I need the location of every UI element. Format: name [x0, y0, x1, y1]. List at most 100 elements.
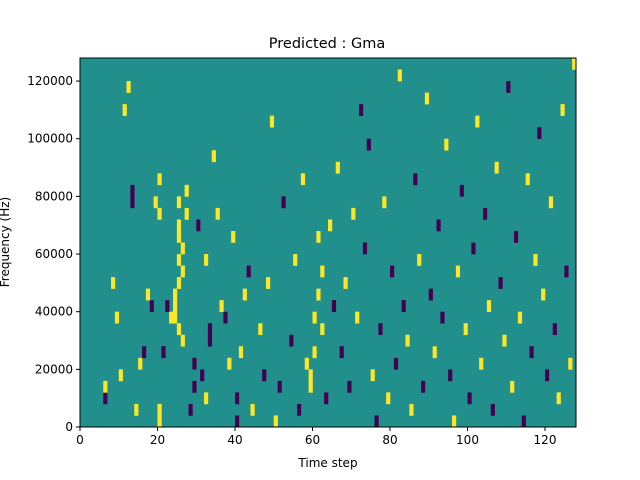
heatmap-cell [564, 265, 569, 278]
x-tick-label: 80 [382, 433, 397, 447]
heatmap-cell [235, 392, 240, 405]
heatmap-cell [401, 300, 406, 312]
heatmap-cell [413, 173, 418, 186]
heatmap-cell [312, 346, 317, 359]
heatmap-cell [335, 161, 340, 174]
heatmap-cell [308, 369, 313, 382]
heatmap-cell [463, 323, 468, 336]
heatmap-cell [320, 265, 325, 278]
x-tick-label: 120 [534, 433, 557, 447]
heatmap-cell [424, 92, 430, 105]
heatmap-cell [328, 219, 333, 232]
heatmap-cell [126, 81, 131, 93]
heatmap-cell [483, 207, 488, 220]
heatmap-cell [502, 334, 507, 347]
heatmap-cell [455, 265, 461, 278]
heatmap-cell [130, 184, 135, 197]
heatmap-cell [207, 323, 213, 336]
heatmap-cell [281, 196, 286, 209]
heatmap-cell [111, 277, 116, 289]
heatmap-cell [320, 323, 325, 336]
heatmap-cell [142, 346, 147, 359]
heatmap-cell [444, 138, 449, 151]
heatmap-cell [304, 357, 309, 370]
heatmap-cell [169, 311, 174, 324]
heatmap-cell [390, 265, 395, 278]
heatmap-cell [452, 415, 457, 428]
heatmap-cell [308, 380, 313, 393]
heatmap-cell [486, 300, 492, 312]
heatmap-cell [316, 230, 321, 243]
heatmap-cell [138, 357, 143, 370]
heatmap-cell [173, 300, 178, 312]
heatmap-cell [300, 173, 306, 186]
heatmap-cell [529, 346, 534, 359]
heatmap-cells [103, 58, 577, 428]
heatmap-cell [192, 380, 197, 393]
heatmap-cell [506, 81, 511, 93]
y-axis-title: Frequency (Hz) [0, 197, 12, 288]
heatmap-cell [180, 334, 185, 347]
y-tick-label: 60000 [35, 247, 73, 261]
heatmap-cell [192, 357, 197, 370]
heatmap-cell [176, 230, 182, 243]
chart-title: Predicted : Gma [269, 36, 385, 52]
heatmap-cell [351, 207, 356, 220]
heatmap-cell [312, 311, 317, 324]
heatmap-cell [471, 242, 476, 255]
heatmap-cell [176, 196, 182, 209]
heatmap-cell [149, 300, 154, 312]
y-tick-label: 100000 [27, 132, 73, 146]
heatmap-cell [180, 242, 185, 255]
heatmap-cell [297, 403, 302, 416]
heatmap-cell [428, 288, 433, 301]
heatmap-cell [397, 69, 402, 82]
heatmap-cell [459, 184, 464, 197]
heatmap-cell [572, 58, 577, 70]
heatmap-cell [386, 392, 391, 405]
heatmap-cell [157, 403, 162, 416]
heatmap-cell [331, 300, 337, 312]
heatmap-cell [176, 277, 182, 289]
heatmap-cell [165, 300, 170, 312]
heatmap-cell [103, 380, 108, 393]
heatmap-cell [157, 207, 162, 220]
heatmap-cell [200, 369, 205, 382]
heatmap-cell [393, 357, 399, 370]
heatmap-cell [262, 369, 267, 382]
heatmap-cell [173, 288, 178, 301]
heatmap-cell [188, 403, 193, 416]
heatmap-cell [541, 288, 546, 301]
heatmap-cell [235, 415, 240, 428]
heatmap-cell [514, 230, 519, 243]
heatmap-cell [362, 242, 368, 255]
heatmap-cell [448, 369, 453, 382]
heatmap-cell [289, 334, 294, 347]
x-tick-label: 60 [305, 433, 320, 447]
heatmap-cell [479, 357, 484, 370]
heatmap-cell [184, 207, 189, 220]
heatmap-cell [246, 265, 251, 278]
heatmap-cell [242, 288, 247, 301]
heatmap-cell [475, 115, 480, 128]
heatmap-cell [180, 265, 185, 278]
heatmap-cell [440, 311, 445, 324]
x-tick-label: 20 [150, 433, 165, 447]
heatmap-cell [196, 219, 201, 232]
heatmap-cell [347, 380, 352, 393]
heatmap-cell [382, 196, 387, 209]
heatmap-cell [157, 173, 162, 186]
y-axis: 0 20000 40000 60000 80000 100000 120000 [27, 74, 80, 434]
heatmap-cell [533, 254, 538, 266]
heatmap-cell [273, 415, 278, 428]
heatmap-cell [556, 392, 561, 405]
heatmap-cell [405, 334, 410, 347]
heatmap-cell [525, 173, 530, 186]
heatmap-cell [173, 311, 178, 324]
heatmap-cell [103, 392, 108, 405]
heatmap-cell [207, 334, 213, 347]
heatmap-cell [231, 230, 236, 243]
heatmap-cell [227, 357, 232, 370]
heatmap-cell [204, 392, 209, 405]
